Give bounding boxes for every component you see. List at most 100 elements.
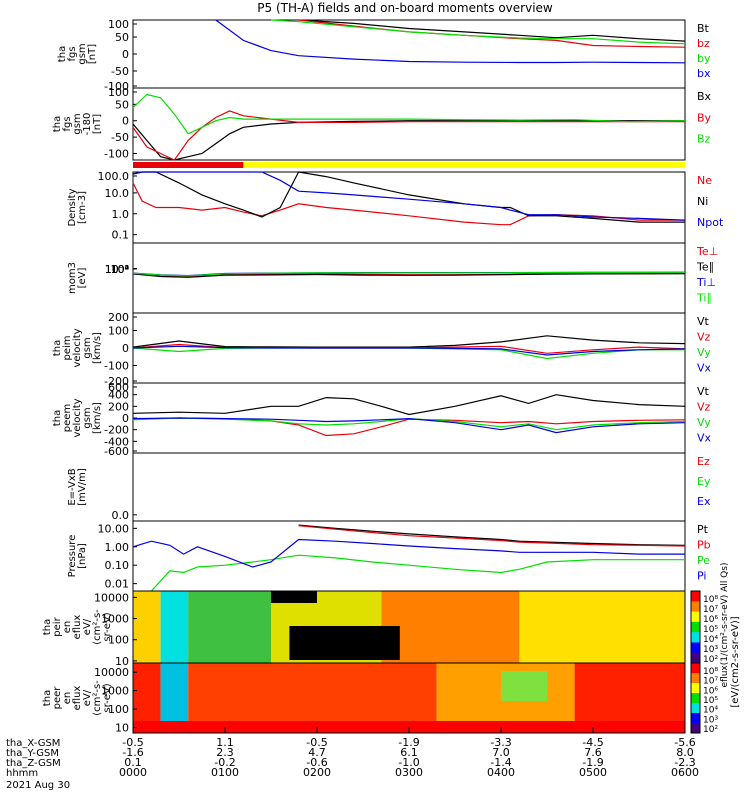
temperature-legend-2: Ti⊥ [696, 276, 716, 289]
colorbar-label: [eV/(cm2-s-sr-eV)] [730, 616, 741, 707]
ion-velocity-ytick: 200 [108, 311, 129, 324]
fgs-gsm-ytick: -50 [111, 65, 129, 78]
temperature-series-Ti∥ [132, 271, 686, 277]
density-ylabel: Density [67, 188, 78, 226]
fgs-gsm-ytick: 50 [115, 31, 129, 44]
fgs-gsm-ylabel: tha [57, 46, 68, 62]
ion-eflux-ytick: 10 [115, 655, 129, 668]
temperature-frame [132, 242, 686, 314]
ion-eflux-top-gap [271, 591, 317, 603]
electron-eflux-colorbar-band-0 [691, 663, 700, 674]
temperature-ytick: 10⁴ [111, 263, 130, 276]
fgs-dsl-legend-0: Bx [697, 90, 712, 103]
orbit-value: 0.1 [124, 756, 142, 769]
density-series-Ne [132, 182, 685, 226]
ion-eflux-colorbar-tick: 10³ [703, 645, 718, 655]
temperature-legend-0: Te⊥ [696, 245, 718, 258]
pressure-frame [132, 520, 686, 592]
electron-velocity-ylabel: [km/s] [92, 402, 103, 434]
fgs-dsl-legend-2: Bz [697, 133, 711, 146]
ion-eflux-ylabel: eflux [72, 615, 83, 640]
fgs-dsl-ylabel: fgs [62, 116, 73, 131]
fgs-dsl-ytick: -100 [104, 147, 129, 160]
fgs-gsm-legend-2: by [697, 52, 711, 65]
ion-eflux-colorbar-band-5 [691, 642, 700, 654]
electron-velocity-legend-1: Vz [697, 401, 711, 414]
ion-eflux-ylabel: (cm²-s- [92, 609, 103, 645]
orbit-value: -2.3 [674, 756, 695, 769]
mode-bar-red [133, 162, 244, 168]
orbit-value: -0.6 [306, 756, 327, 769]
orbit-value: 4.7 [308, 746, 326, 759]
density-series-Npot [132, 171, 686, 221]
orbit-value: -0.5 [306, 736, 327, 749]
pressure-ytick: 0.01 [105, 578, 130, 591]
temperature-ytick: 10⁰ [111, 263, 130, 276]
density-ytick: 100.0 [98, 170, 130, 183]
fgs-dsl-ytick: 0 [122, 115, 129, 128]
orbit-value: 0400 [487, 766, 515, 779]
electron-eflux-ytick: 10000 [94, 666, 129, 679]
e-field-ytick: 0.0 [112, 509, 130, 522]
orbit-row-label: tha_Z-GSM [6, 758, 61, 769]
e-field-legend-2: Ex [697, 495, 711, 508]
pressure-series-Pe [150, 554, 685, 592]
fgs-dsl-ytick: -50 [111, 131, 129, 144]
orbit-row-label: hhmm [6, 768, 38, 779]
fgs-gsm-series-by [270, 19, 686, 45]
fgs-gsm-legend-3: bx [697, 67, 711, 80]
figure-title: P5 (TH-A) fields and on-board moments ov… [257, 1, 553, 15]
pressure-ylabel: Pressure [67, 535, 78, 578]
fgs-gsm-ylabel: [nT] [87, 44, 98, 64]
fgs-dsl-frame [132, 87, 686, 161]
electron-eflux-colorbar-tick: 10⁶ [703, 686, 718, 696]
e-field-ylabel: E=-VxB [67, 468, 78, 505]
electron-velocity-ytick: 200 [108, 400, 129, 413]
orbit-value: 0500 [579, 766, 607, 779]
temperature-legend-1: Te∥ [696, 261, 714, 274]
pressure-series-Pt [298, 524, 686, 546]
temperature-ylabel: [eV] [77, 268, 88, 289]
fgs-dsl-ytick: 100 [108, 86, 129, 99]
electron-velocity-series-Vt [132, 394, 686, 416]
ion-velocity-ytick: 0 [122, 342, 129, 355]
electron-eflux-colorbar-band-2 [691, 683, 700, 694]
ion-velocity-ytick: -200 [104, 375, 129, 388]
ion-eflux-ylabel: eV/ [82, 618, 93, 635]
orbit-value: -4.5 [582, 736, 603, 749]
ion-eflux-band-4 [381, 591, 520, 663]
electron-velocity-ytick: 0 [122, 412, 129, 425]
fgs-gsm-ylabel: gsm [77, 43, 88, 64]
density-legend-0: Ne [697, 174, 712, 187]
ion-eflux-band-0 [133, 591, 161, 663]
orbit-value: 2.3 [216, 746, 234, 759]
orbit-value: -1.9 [398, 736, 419, 749]
orbit-value: 0000 [119, 766, 147, 779]
pressure-ytick: 0.10 [105, 559, 130, 572]
orbit-value: 0200 [303, 766, 331, 779]
pressure-series-Pb [298, 525, 686, 547]
fgs-dsl-series-By [132, 110, 685, 161]
ion-eflux-ylabel: peir [52, 616, 63, 636]
density-ytick: 10.0 [105, 187, 130, 200]
fgs-gsm-ytick: -100 [104, 80, 129, 93]
electron-eflux-colorbar-band-1 [691, 673, 700, 684]
orbit-value: 0100 [211, 766, 239, 779]
pressure-legend-2: Pe [697, 554, 710, 567]
electron-velocity-legend-3: Vx [697, 432, 712, 445]
temperature-ytick: 10⁻² [105, 263, 129, 276]
orbit-value: -5.6 [674, 736, 695, 749]
orbit-value: 8.0 [676, 746, 694, 759]
electron-eflux-ylabel: (cm²-s- [92, 680, 103, 716]
orbit-value: -0.5 [122, 736, 143, 749]
ion-eflux-colorbar-tick: 10⁴ [703, 635, 718, 645]
ion-eflux-band-2 [188, 591, 271, 663]
ion-velocity-ylabel: velocity [72, 328, 83, 367]
electron-eflux-ytick: 10 [115, 721, 129, 734]
electron-eflux-ylabel: peer [52, 686, 63, 710]
ion-eflux-ylabel: sr-eV) [102, 612, 113, 641]
orbit-value: -1.4 [490, 756, 511, 769]
orbit-value: 6.1 [400, 746, 418, 759]
